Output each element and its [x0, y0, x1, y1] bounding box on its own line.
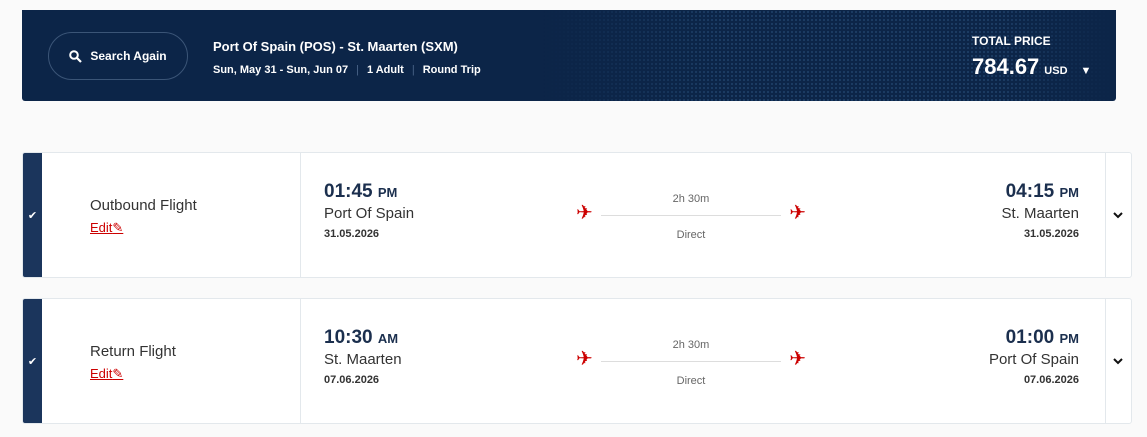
departure-city: Port Of Spain	[324, 205, 415, 222]
price-value: 784.67	[972, 54, 1040, 79]
airplane-icon: ✈	[576, 202, 593, 224]
flight-route-line: ✈ ✈ 2h 30m Direct	[576, 193, 806, 243]
check-icon: ✔	[23, 153, 42, 277]
chevron-down-icon[interactable]	[1104, 299, 1131, 423]
route-line	[601, 215, 781, 216]
flight-stops: Direct	[676, 375, 706, 387]
arrival-info: 01:00 PM Port Of Spain 07.06.2026	[989, 327, 1079, 386]
flight-duration: 2h 30m	[672, 193, 710, 205]
arrival-time: 04:15 PM	[1005, 181, 1079, 202]
arrival-date: 07.06.2026	[1023, 374, 1079, 386]
trip-type: Round Trip	[422, 64, 481, 76]
airplane-icon: ✈	[576, 348, 593, 370]
flight-duration: 2h 30m	[672, 339, 710, 351]
route-title: Port Of Spain (POS) - St. Maarten (SXM)	[213, 39, 458, 54]
pencil-icon: ✎	[112, 220, 124, 235]
currency: USD	[1044, 65, 1068, 77]
check-icon: ✔	[23, 299, 42, 423]
search-again-button[interactable]: Search Again	[48, 32, 188, 80]
trip-dates: Sun, May 31 - Sun, Jun 07	[213, 64, 349, 76]
arrival-time: 01:00 PM	[1005, 327, 1079, 348]
edit-flight-link[interactable]: Edit✎	[90, 366, 124, 381]
divider	[300, 299, 301, 423]
departure-date: 31.05.2026	[324, 228, 380, 240]
search-again-label: Search Again	[90, 49, 167, 63]
caret-down-icon[interactable]: ▼	[1080, 65, 1092, 77]
departure-time: 10:30 AM	[324, 327, 399, 348]
flight-card: ✔ Outbound Flight Edit✎ 01:45 PM Port Of…	[22, 152, 1132, 278]
route-line	[601, 361, 781, 362]
divider	[1105, 299, 1106, 423]
arrival-date: 31.05.2026	[1023, 228, 1079, 240]
flight-direction-title: Return Flight	[90, 343, 176, 360]
flight-card: ✔ Return Flight Edit✎ 10:30 AM St. Maart…	[22, 298, 1132, 424]
airplane-icon: ✈	[789, 348, 806, 370]
edit-flight-link[interactable]: Edit✎	[90, 220, 124, 235]
airplane-icon: ✈	[789, 202, 806, 224]
passengers: 1 Adult	[366, 64, 404, 76]
arrival-city: Port Of Spain	[988, 351, 1079, 368]
search-icon	[69, 49, 83, 63]
departure-time: 01:45 PM	[324, 181, 398, 202]
total-price-label: TOTAL PRICE	[972, 34, 1051, 48]
world-map-background	[542, 10, 1116, 101]
flight-route-line: ✈ ✈ 2h 30m Direct	[576, 339, 806, 389]
departure-city: St. Maarten	[324, 351, 402, 368]
arrival-info: 04:15 PM St. Maarten 31.05.2026	[1001, 181, 1079, 240]
pencil-icon: ✎	[112, 366, 124, 381]
trip-meta: Sun, May 31 - Sun, Jun 07 | 1 Adult | Round …	[213, 64, 481, 76]
flight-direction-title: Outbound Flight	[90, 197, 197, 214]
divider	[1105, 153, 1106, 277]
search-summary-header: Search Again Port Of Spain (POS) - St. M…	[22, 10, 1116, 101]
departure-info: 10:30 AM St. Maarten 07.06.2026	[324, 327, 402, 386]
arrival-city: St. Maarten	[1001, 205, 1079, 222]
flight-stops: Direct	[676, 229, 706, 241]
departure-date: 07.06.2026	[324, 374, 380, 386]
chevron-down-icon[interactable]	[1104, 153, 1131, 277]
departure-info: 01:45 PM Port Of Spain 31.05.2026	[324, 181, 414, 240]
total-price[interactable]: 784.67 USD ▼	[972, 54, 1091, 80]
divider	[300, 153, 301, 277]
